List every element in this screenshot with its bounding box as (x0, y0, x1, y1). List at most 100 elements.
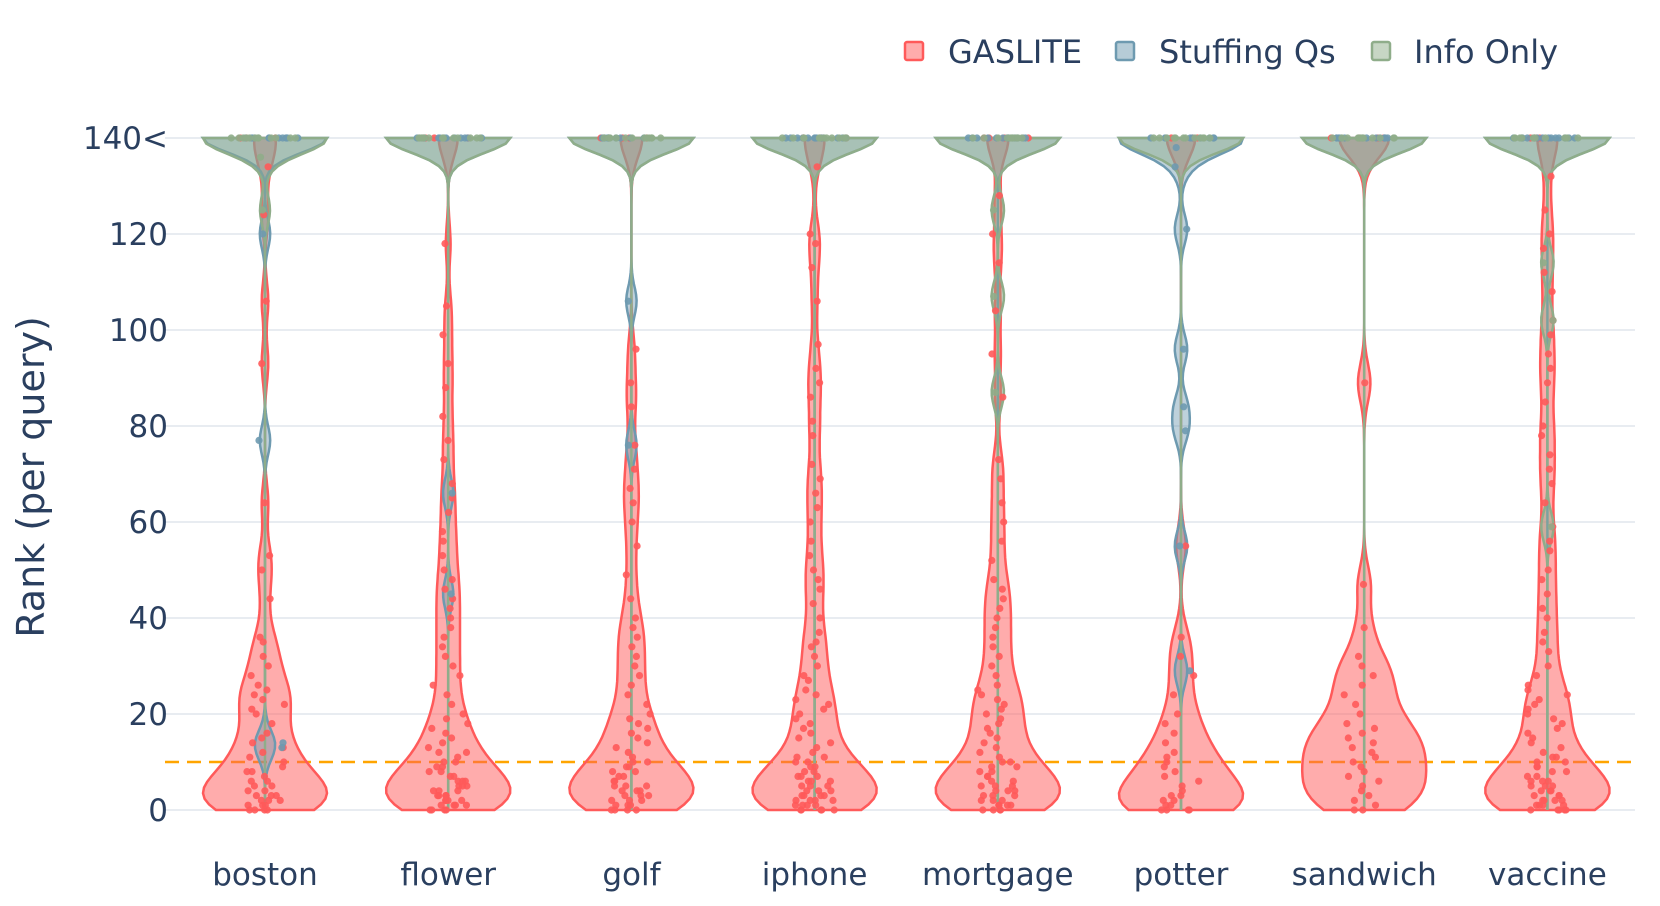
point-info-only (1328, 134, 1337, 142)
point-gaslite (1169, 691, 1178, 699)
point-info-only (1199, 134, 1207, 142)
point-info-only (989, 206, 998, 214)
legend[interactable]: GASLITE Stuffing Qs Info Only (903, 33, 1558, 71)
y-tick-label: 60 (129, 505, 168, 541)
point-gaslite (257, 796, 265, 805)
point-gaslite (993, 696, 1002, 704)
point-gaslite (988, 350, 996, 358)
point-gaslite (249, 739, 257, 747)
point-gaslite (1543, 590, 1551, 598)
point-gaslite (1541, 206, 1549, 214)
point-gaslite (1541, 398, 1549, 406)
violin-info-only-golf (566, 136, 697, 810)
point-gaslite (979, 806, 987, 814)
point-gaslite (998, 796, 1006, 805)
point-gaslite (448, 576, 456, 584)
point-gaslite (622, 571, 630, 579)
point-gaslite (437, 801, 445, 809)
point-gaslite (1527, 806, 1535, 814)
point-gaslite (802, 686, 810, 694)
point-gaslite (820, 792, 828, 800)
point-info-only (789, 134, 797, 142)
point-gaslite (1538, 604, 1547, 613)
x-tick-label: mortgage (922, 857, 1074, 893)
point-gaslite (799, 724, 808, 733)
point-gaslite (629, 624, 637, 632)
point-gaslite (1546, 537, 1554, 545)
point-gaslite (1550, 715, 1558, 723)
point-info-only (1541, 134, 1549, 142)
point-gaslite (252, 710, 260, 718)
legend-item-gaslite[interactable]: GASLITE (903, 33, 1082, 71)
point-gaslite (627, 595, 635, 603)
point-gaslite (1537, 787, 1545, 795)
point-gaslite (825, 700, 833, 709)
point-gaslite (441, 240, 449, 248)
point-gaslite (429, 787, 438, 795)
legend-item-info-only[interactable]: Info Only (1370, 33, 1558, 71)
point-gaslite (988, 763, 996, 771)
legend-label: Stuffing Qs (1159, 33, 1336, 71)
point-gaslite (626, 715, 634, 723)
point-gaslite (628, 643, 636, 651)
point-gaslite (1350, 806, 1358, 814)
point-info-only (1547, 523, 1555, 531)
point-gaslite (1354, 652, 1363, 661)
point-gaslite (989, 643, 997, 651)
point-gaslite (1359, 806, 1367, 814)
point-gaslite (266, 552, 274, 560)
point-gaslite (811, 796, 819, 805)
point-stuffing-qs (1181, 427, 1190, 435)
point-gaslite (1547, 331, 1555, 339)
point-gaslite (807, 777, 815, 785)
point-info-only (272, 134, 280, 142)
point-gaslite (1561, 758, 1569, 766)
point-gaslite (976, 748, 984, 757)
point-info-only (1368, 134, 1377, 142)
point-gaslite (262, 297, 270, 305)
point-gaslite (631, 768, 640, 776)
violin-info-only-flower (383, 136, 513, 810)
point-gaslite (1170, 729, 1178, 737)
data-points (227, 134, 1582, 814)
point-gaslite (442, 729, 450, 737)
point-gaslite (812, 638, 820, 646)
point-info-only (612, 134, 620, 142)
point-info-only (991, 388, 999, 396)
point-gaslite (980, 739, 988, 747)
point-gaslite (818, 806, 826, 814)
point-gaslite (1558, 720, 1566, 728)
x-tick-label: sandwich (1292, 857, 1437, 893)
point-gaslite (448, 734, 456, 742)
point-gaslite (464, 720, 472, 728)
point-gaslite (809, 600, 817, 608)
point-gaslite (1359, 782, 1367, 790)
point-info-only (600, 134, 608, 142)
point-gaslite (612, 801, 620, 809)
point-gaslite (804, 676, 813, 685)
point-info-only (990, 292, 998, 300)
point-gaslite (624, 748, 632, 757)
point-gaslite (1543, 379, 1552, 387)
point-gaslite (1541, 499, 1549, 507)
point-gaslite (450, 801, 458, 809)
point-gaslite (1551, 796, 1559, 805)
point-gaslite (813, 744, 821, 752)
point-gaslite (806, 720, 814, 728)
legend-label: GASLITE (948, 33, 1082, 71)
point-gaslite (815, 628, 823, 637)
point-gaslite (999, 393, 1007, 401)
point-gaslite (813, 662, 822, 670)
legend-swatch (1370, 40, 1392, 62)
x-tick-label: iphone (762, 857, 868, 893)
point-gaslite (620, 772, 628, 781)
point-gaslite (1157, 806, 1166, 814)
point-gaslite (440, 566, 448, 574)
point-gaslite (1360, 624, 1368, 632)
y-tick-label: 20 (129, 697, 168, 733)
point-gaslite (1003, 801, 1012, 809)
legend-item-stuffing-qs[interactable]: Stuffing Qs (1114, 33, 1336, 71)
point-gaslite (1163, 753, 1171, 761)
point-gaslite (1375, 777, 1383, 785)
point-gaslite (643, 739, 652, 747)
